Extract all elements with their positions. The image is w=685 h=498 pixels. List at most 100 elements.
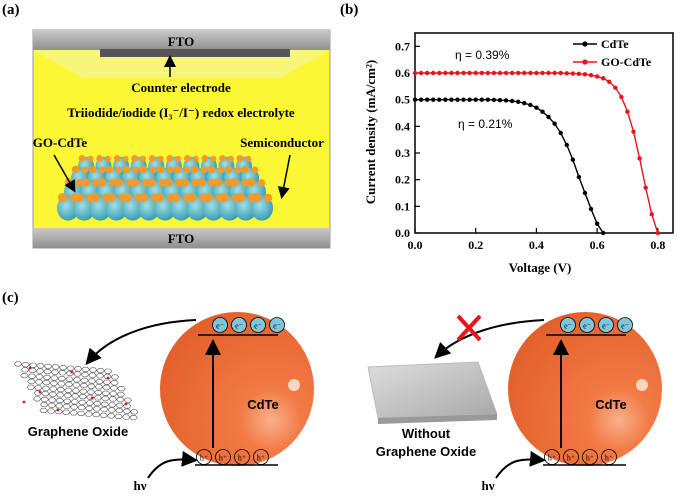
data-point-go-cdte xyxy=(449,70,454,76)
go-dot xyxy=(140,155,147,162)
hole-symbol: h⁺ xyxy=(586,454,594,463)
graphene-oxide-caption: Graphene Oxide xyxy=(28,424,128,439)
data-point-cdte xyxy=(522,100,527,106)
go-dot xyxy=(224,165,233,174)
y-axis-label: Current density (mA/cm²) xyxy=(363,60,378,204)
go-dot xyxy=(90,192,100,203)
go-dot xyxy=(81,166,89,174)
go-dot xyxy=(197,178,206,187)
y-axis-ticks: 0.0 0.1 0.2 0.3 0.4 0.5 0.6 0.7 xyxy=(395,39,420,240)
data-point-cdte xyxy=(473,97,478,102)
data-point-cdte xyxy=(412,97,418,102)
cdte-sphere-left xyxy=(160,312,314,466)
go-dot xyxy=(113,155,121,162)
chart-legend: CdTe GO-CdTe xyxy=(573,37,652,69)
go-dot xyxy=(230,178,239,187)
data-point-cdte xyxy=(534,105,539,110)
go-dot xyxy=(192,155,199,162)
data-point-cdte xyxy=(564,142,569,148)
go-dot xyxy=(241,165,250,174)
photon-label-left: hν xyxy=(133,478,146,493)
data-point-go-cdte xyxy=(509,70,515,76)
data-point-go-cdte xyxy=(443,70,448,76)
oxygen-group xyxy=(28,366,32,370)
data-point-go-cdte xyxy=(607,79,612,85)
go-dot xyxy=(183,155,191,162)
efficiency-cdte: η = 0.21% xyxy=(458,117,513,131)
photon-arrow-right xyxy=(495,450,546,479)
go-dot xyxy=(57,192,68,203)
hole-row-right: h⁺ h⁺ h⁺ h⁺ xyxy=(544,449,617,465)
data-point-cdte xyxy=(437,97,442,102)
x-tick-label: 0.2 xyxy=(468,238,483,252)
semiconductor-label: Semiconductor xyxy=(240,135,324,150)
electron-symbol: e⁻ xyxy=(602,322,610,331)
data-point-cdte xyxy=(509,98,515,104)
data-point-cdte xyxy=(546,114,551,120)
panel-c: (c) e⁻ e⁻ e⁻ e⁻ h⁺ h⁺ h⁺ h⁺ CdTe hν Graphene O… xyxy=(2,290,662,493)
bare-substrate-plate xyxy=(367,361,498,419)
electrolyte-label: Triiodide/iodide (I₃⁻/I⁻) redox electrol… xyxy=(67,105,295,120)
go-dot xyxy=(187,192,197,203)
go-dot xyxy=(166,166,174,174)
go-dot xyxy=(115,166,123,174)
data-point-cdte xyxy=(588,206,594,212)
semiconductor-arrow xyxy=(277,154,291,199)
data-point-cdte xyxy=(455,97,460,102)
data-point-cdte xyxy=(424,97,430,102)
go-dot xyxy=(219,192,229,203)
data-point-cdte xyxy=(594,221,600,226)
legend-label: GO-CdTe xyxy=(601,55,652,69)
go-dot xyxy=(219,155,226,162)
data-point-go-cdte xyxy=(594,74,600,79)
data-point-go-cdte xyxy=(534,70,539,76)
go-dot xyxy=(183,166,191,174)
go-dot xyxy=(108,179,117,187)
go-dot xyxy=(190,165,199,174)
go-dot xyxy=(203,192,213,203)
go-dot xyxy=(98,166,106,174)
electron-symbol: e⁻ xyxy=(254,322,262,331)
x-tick-label: 0.6 xyxy=(590,238,605,252)
cdte-label-right: CdTe xyxy=(595,397,627,412)
hole-symbol: h⁺ xyxy=(567,454,575,463)
go-dot xyxy=(122,155,129,162)
go-dot xyxy=(106,192,116,203)
data-point-go-cdte xyxy=(637,156,642,161)
go-dot xyxy=(251,192,262,203)
hole-symbol: h⁺ xyxy=(219,454,227,463)
electron-circle xyxy=(250,317,266,333)
data-point-go-cdte xyxy=(625,109,630,114)
electron-symbol: e⁻ xyxy=(621,322,629,331)
counter-electrode-label: Counter electrode xyxy=(131,80,231,95)
data-point-go-cdte xyxy=(412,70,418,76)
go-dot xyxy=(227,155,234,162)
cdte-label-left: CdTe xyxy=(247,397,279,412)
go-dot xyxy=(164,178,173,187)
y-tick-label: 0.4 xyxy=(395,119,410,133)
chart-plot-frame xyxy=(414,32,674,234)
go-dot xyxy=(81,178,90,187)
nanoparticle-array xyxy=(57,155,273,221)
hole-symbol: h⁺ xyxy=(200,454,208,463)
jv-chart: 0.0 0.1 0.2 0.3 0.4 0.5 0.6 0.7 0.0 0.2 0.4 0.6 0.8… xyxy=(363,32,674,275)
y-tick-label: 0.3 xyxy=(395,146,410,160)
go-dot xyxy=(217,166,225,174)
top-fto-layer xyxy=(33,30,330,50)
data-point-go-cdte xyxy=(528,70,533,76)
graphene-oxide-sheet xyxy=(13,361,139,421)
go-dot xyxy=(257,179,266,187)
data-point-cdte xyxy=(443,97,448,102)
data-point-go-cdte xyxy=(479,70,484,76)
graphene-lattice xyxy=(13,361,139,421)
data-point-go-cdte xyxy=(588,72,594,78)
photon-label-right: hν xyxy=(481,478,494,493)
electron-symbol: e⁻ xyxy=(583,322,591,331)
data-point-go-cdte xyxy=(619,94,624,100)
go-dot xyxy=(130,178,140,187)
go-dot xyxy=(156,165,165,174)
hole-circle xyxy=(601,449,617,465)
data-point-go-cdte xyxy=(600,76,606,81)
go-dot xyxy=(173,165,182,174)
oxygen-group xyxy=(22,400,26,404)
